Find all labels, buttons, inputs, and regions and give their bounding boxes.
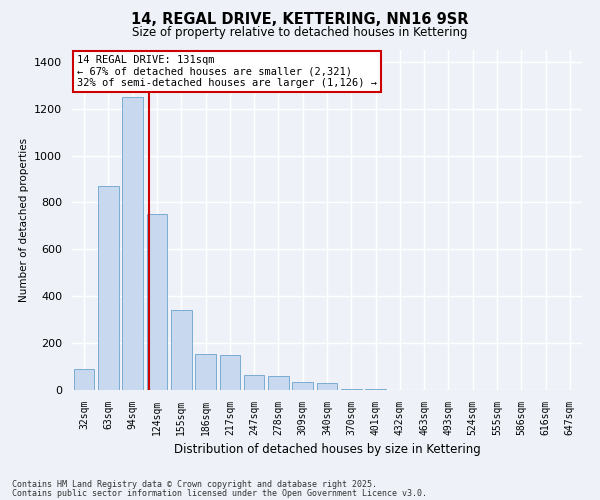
Bar xyxy=(268,376,289,390)
Text: Contains public sector information licensed under the Open Government Licence v3: Contains public sector information licen… xyxy=(12,489,427,498)
Bar xyxy=(244,375,265,390)
Bar xyxy=(171,310,191,390)
Bar xyxy=(195,354,216,390)
Bar xyxy=(365,389,386,390)
Text: Size of property relative to detached houses in Kettering: Size of property relative to detached ho… xyxy=(132,26,468,39)
Text: 14, REGAL DRIVE, KETTERING, NN16 9SR: 14, REGAL DRIVE, KETTERING, NN16 9SR xyxy=(131,12,469,28)
Text: Contains HM Land Registry data © Crown copyright and database right 2025.: Contains HM Land Registry data © Crown c… xyxy=(12,480,377,489)
Y-axis label: Number of detached properties: Number of detached properties xyxy=(19,138,29,302)
Bar xyxy=(317,383,337,390)
Text: 14 REGAL DRIVE: 131sqm
← 67% of detached houses are smaller (2,321)
32% of semi-: 14 REGAL DRIVE: 131sqm ← 67% of detached… xyxy=(77,55,377,88)
Bar xyxy=(98,186,119,390)
Bar xyxy=(220,355,240,390)
X-axis label: Distribution of detached houses by size in Kettering: Distribution of detached houses by size … xyxy=(173,444,481,456)
Bar xyxy=(341,389,362,390)
Bar xyxy=(292,382,313,390)
Bar xyxy=(74,369,94,390)
Bar xyxy=(146,214,167,390)
Bar xyxy=(122,97,143,390)
